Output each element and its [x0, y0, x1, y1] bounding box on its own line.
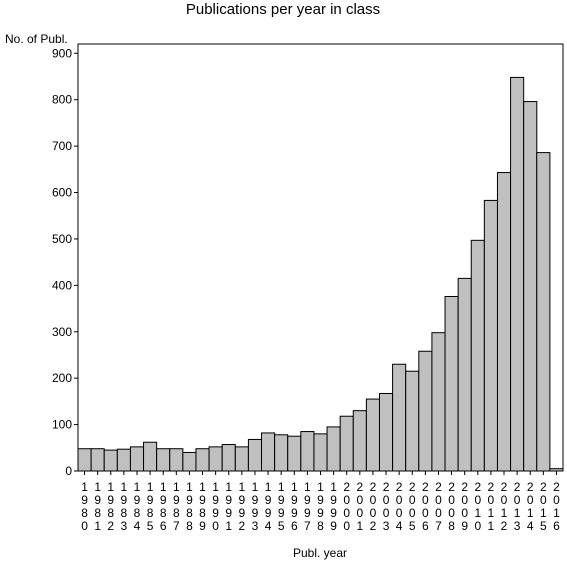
bar	[234, 446, 249, 472]
bar	[129, 446, 145, 472]
y-tick-label: 800	[52, 93, 72, 107]
bar	[182, 451, 197, 472]
bar	[116, 448, 131, 472]
bar	[156, 448, 171, 472]
y-tick-label: 500	[52, 232, 72, 246]
bar	[103, 449, 118, 472]
bar	[470, 239, 485, 472]
y-tick-label: 900	[52, 46, 72, 60]
bar	[418, 350, 433, 472]
bar	[247, 438, 263, 472]
chart-title: Publications per year in class	[186, 1, 380, 18]
bar	[523, 101, 538, 472]
bar	[326, 426, 341, 472]
y-tick-label: 400	[52, 278, 72, 292]
bar	[143, 441, 158, 472]
y-tick-label: 600	[52, 186, 72, 200]
bar	[313, 433, 328, 472]
bar	[90, 448, 105, 472]
bar	[274, 434, 289, 472]
y-tick-label: 0	[65, 464, 72, 478]
y-tick-label: 300	[52, 325, 72, 339]
bar	[405, 370, 420, 472]
y-axis-title: No. of Publ.	[5, 32, 68, 46]
bar	[352, 410, 367, 472]
bar	[339, 415, 354, 472]
x-axis-title: Publ. year	[293, 546, 347, 560]
bar	[261, 432, 276, 472]
bar	[208, 446, 223, 472]
bar	[392, 363, 407, 472]
bar	[536, 152, 551, 472]
y-tick-label: 100	[52, 418, 72, 432]
bar	[195, 448, 210, 472]
bar	[300, 431, 315, 472]
bar	[378, 392, 394, 472]
bar	[431, 332, 446, 472]
bar	[287, 435, 302, 472]
y-tick-label: 200	[52, 371, 72, 385]
bar	[365, 398, 380, 472]
bar	[496, 172, 512, 472]
bar	[221, 444, 236, 472]
bar	[549, 468, 564, 472]
bars	[77, 76, 564, 472]
bar	[169, 448, 184, 472]
x-axis: 1 9 8 0 1 9 8 1 1 9 8 2 1 9 8 3 1 9 8 4 1 9 8 5 1 9 8 6 1 9 8 7 1 9 8 8 1 9 8 9…	[81, 471, 560, 533]
bar	[483, 199, 498, 472]
bar	[77, 448, 92, 472]
y-axis: 0 100 200 300 400 500 600 700 800 900	[52, 46, 78, 478]
bar	[444, 295, 459, 472]
bar	[510, 76, 525, 472]
y-tick-label: 700	[52, 139, 72, 153]
bar	[457, 277, 472, 472]
